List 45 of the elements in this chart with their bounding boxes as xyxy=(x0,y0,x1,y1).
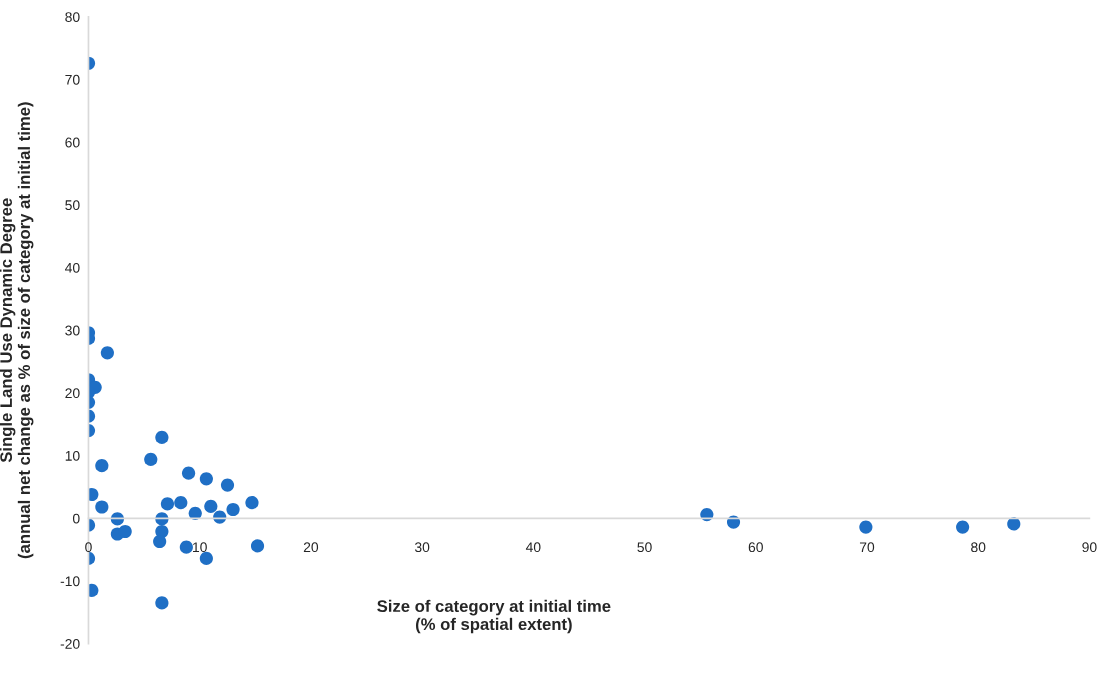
point xyxy=(226,502,240,517)
y-axis-title: Single Land Use Dynamic Degree (annual net change as % of size of category at initial time) xyxy=(0,102,34,559)
y-tick-label: 80 xyxy=(65,12,80,23)
y-tick-label: 20 xyxy=(65,388,80,399)
y-tick-label: 0 xyxy=(72,513,80,524)
point xyxy=(100,346,114,360)
point xyxy=(174,496,188,510)
point xyxy=(199,472,213,486)
x-tick-label: 0 xyxy=(85,542,92,553)
y-tick-label: 10 xyxy=(65,450,80,461)
point xyxy=(95,459,109,473)
point xyxy=(181,466,196,480)
y-tick-label: 40 xyxy=(65,262,80,273)
y-tick-label: 70 xyxy=(65,74,80,85)
point xyxy=(153,534,167,549)
point xyxy=(220,478,235,492)
point xyxy=(95,500,109,514)
x-tick-label: 90 xyxy=(1082,542,1097,553)
point xyxy=(1007,517,1021,531)
point xyxy=(199,551,213,566)
y-tick-label: -10 xyxy=(60,576,80,587)
y-tick-label: 50 xyxy=(65,200,80,211)
x-tick-label: 20 xyxy=(303,542,319,553)
point xyxy=(245,496,259,510)
point xyxy=(118,524,132,539)
x-axis-title: Size of category at initial time (% of spatial extent) xyxy=(377,599,611,634)
y-tick-label: -20 xyxy=(60,639,80,649)
point xyxy=(155,596,169,610)
point xyxy=(144,452,158,466)
x-tick-label: 40 xyxy=(525,542,541,553)
point xyxy=(859,520,873,534)
x-tick-label: 70 xyxy=(859,542,875,553)
point xyxy=(956,520,970,534)
x-tick-label: 10 xyxy=(193,542,207,553)
point xyxy=(179,540,193,554)
x-tick-label: 80 xyxy=(971,542,986,553)
y-tick-label: 30 xyxy=(65,325,80,336)
point xyxy=(250,539,265,553)
x-tick-label: 50 xyxy=(637,542,652,553)
point xyxy=(204,499,218,513)
x-tick-label: 60 xyxy=(748,542,763,553)
x-tick-label: 30 xyxy=(414,542,430,553)
point xyxy=(155,430,169,445)
y-tick-label: 60 xyxy=(65,137,80,148)
point xyxy=(160,497,175,511)
